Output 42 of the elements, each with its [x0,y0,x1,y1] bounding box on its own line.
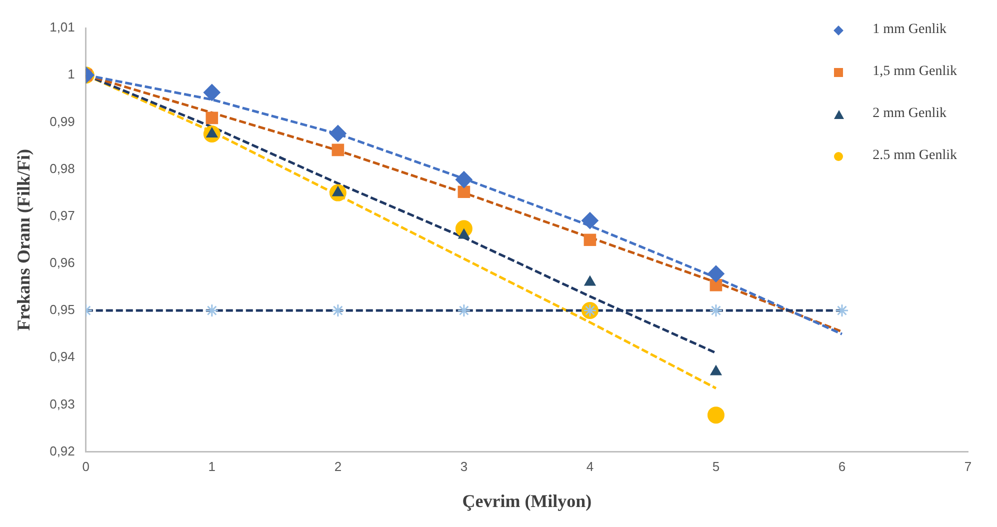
x-tick-label: 1 [208,459,216,474]
y-tick-label: 0,94 [50,349,75,364]
legend-label: 2.5 mm Genlik [872,148,957,164]
y-axis-title: Frekans Oranı (Filk/Fi) [13,149,34,331]
point [458,186,470,198]
y-tick-label: 0,97 [50,208,75,223]
point [707,265,724,282]
x-tick-label: 5 [712,459,720,474]
point [203,84,220,102]
x-axis-title: Çevrim (Milyon) [462,490,592,511]
point [584,276,596,286]
point [581,212,598,230]
x-tick-label: 6 [838,459,846,474]
y-tick-label: 0,95 [50,302,75,318]
point [457,304,471,318]
point [331,304,345,318]
y-tick-label: 0,98 [50,160,75,176]
legend-label: 1,5 mm Genlik [872,64,957,80]
y-tick-label: 1,01 [50,20,75,35]
point [332,144,344,156]
y-tick-label: 0,96 [50,255,75,270]
point [329,124,346,142]
y-tick-label: 0,92 [50,443,75,458]
point [710,278,722,292]
point [710,365,722,376]
point [835,304,849,318]
x-tick-label: 0 [82,459,90,474]
legend-label: 2 mm Genlik [872,106,946,122]
point [205,304,219,318]
point [709,304,723,318]
point [206,112,218,124]
y-tick-label: 0,99 [50,114,75,129]
x-tick-label: 4 [586,459,594,474]
legend-label: 1 mm Genlik [872,22,946,38]
x-tick-label: 2 [334,459,342,474]
point [584,234,596,246]
y-tick-label: 0,93 [50,396,75,412]
x-tick-label: 3 [460,459,468,474]
y-tick-label: 1 [68,66,75,82]
point [707,406,724,424]
x-tick-label: 7 [964,459,972,474]
point [455,171,472,188]
